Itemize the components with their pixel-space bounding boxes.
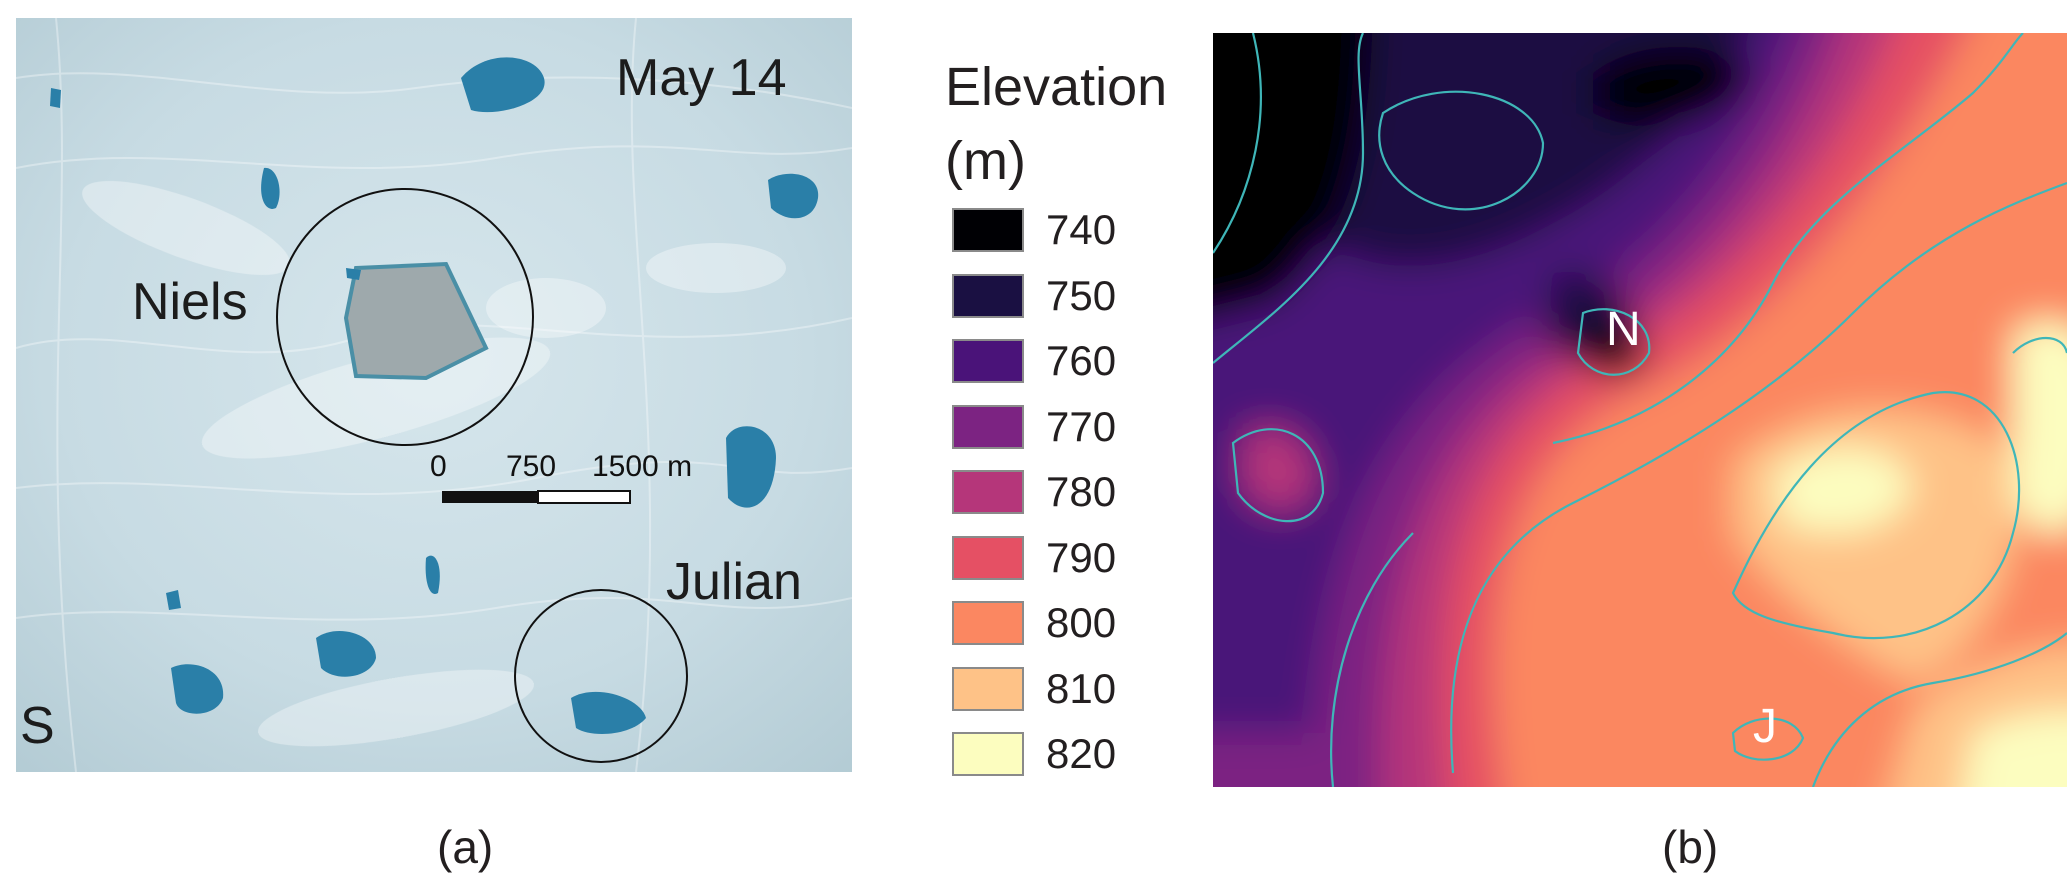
legend-title: Elevation (m) bbox=[945, 50, 1167, 198]
legend-item: 820 bbox=[952, 730, 1116, 778]
legend-item: 740 bbox=[952, 206, 1116, 254]
scale-bar-black-segment bbox=[442, 491, 538, 503]
scale-label-0: 0 bbox=[430, 450, 447, 483]
legend-swatch bbox=[952, 732, 1024, 776]
legend-item: 810 bbox=[952, 665, 1116, 713]
ice-sheet-background bbox=[16, 18, 852, 772]
niels-circle bbox=[276, 188, 534, 446]
snow-patches bbox=[82, 180, 786, 747]
legend-item: 770 bbox=[952, 403, 1116, 451]
legend-value: 780 bbox=[1046, 468, 1117, 515]
date-label: May 14 bbox=[616, 49, 787, 107]
legend-value: 770 bbox=[1046, 403, 1117, 450]
caption-b: (b) bbox=[1662, 821, 1719, 873]
legend-swatch bbox=[952, 536, 1024, 580]
legend-item: 790 bbox=[952, 534, 1116, 582]
satellite-image-panel: May 14 Niels Julian S 0 750 1500 m bbox=[16, 18, 852, 772]
julian-label: Julian bbox=[666, 553, 802, 611]
scale-label-1500: 1500 m bbox=[592, 450, 693, 483]
elevation-map-panel: N J bbox=[1213, 33, 2067, 787]
marker-n: N bbox=[1606, 303, 1641, 356]
elevation-map bbox=[1213, 33, 2067, 787]
legend-value: 790 bbox=[1046, 534, 1117, 581]
scale-label-750: 750 bbox=[506, 450, 557, 483]
julian-circle bbox=[514, 589, 688, 763]
marker-j: J bbox=[1753, 700, 1777, 753]
melt-lakes bbox=[50, 57, 819, 734]
legend-swatch bbox=[952, 667, 1024, 711]
niels-label: Niels bbox=[132, 273, 248, 331]
satellite-image bbox=[16, 18, 852, 772]
corner-label: S bbox=[20, 697, 55, 755]
legend-value: 760 bbox=[1046, 337, 1117, 384]
legend-value: 750 bbox=[1046, 272, 1117, 319]
scale-bar-white-segment bbox=[537, 490, 631, 504]
legend-item: 780 bbox=[952, 468, 1116, 516]
legend-swatch bbox=[952, 470, 1024, 514]
contour-lines bbox=[1213, 33, 2067, 787]
legend-item: 800 bbox=[952, 599, 1116, 647]
legend-swatch bbox=[952, 208, 1024, 252]
legend-value: 800 bbox=[1046, 599, 1117, 646]
legend-swatch bbox=[952, 601, 1024, 645]
legend-value: 810 bbox=[1046, 665, 1117, 712]
legend-swatch bbox=[952, 339, 1024, 383]
caption-a: (a) bbox=[437, 821, 494, 873]
legend-title-line1: Elevation bbox=[945, 57, 1168, 117]
legend-title-line2: (m) bbox=[945, 131, 1026, 191]
legend-value: 740 bbox=[1046, 206, 1117, 253]
legend-swatch bbox=[952, 274, 1024, 318]
legend-item: 750 bbox=[952, 272, 1116, 320]
legend-item: 760 bbox=[952, 337, 1116, 385]
elevation-zones bbox=[1213, 33, 2067, 787]
legend-value: 820 bbox=[1046, 730, 1117, 777]
legend-swatch bbox=[952, 405, 1024, 449]
niels-lake bbox=[343, 261, 489, 381]
